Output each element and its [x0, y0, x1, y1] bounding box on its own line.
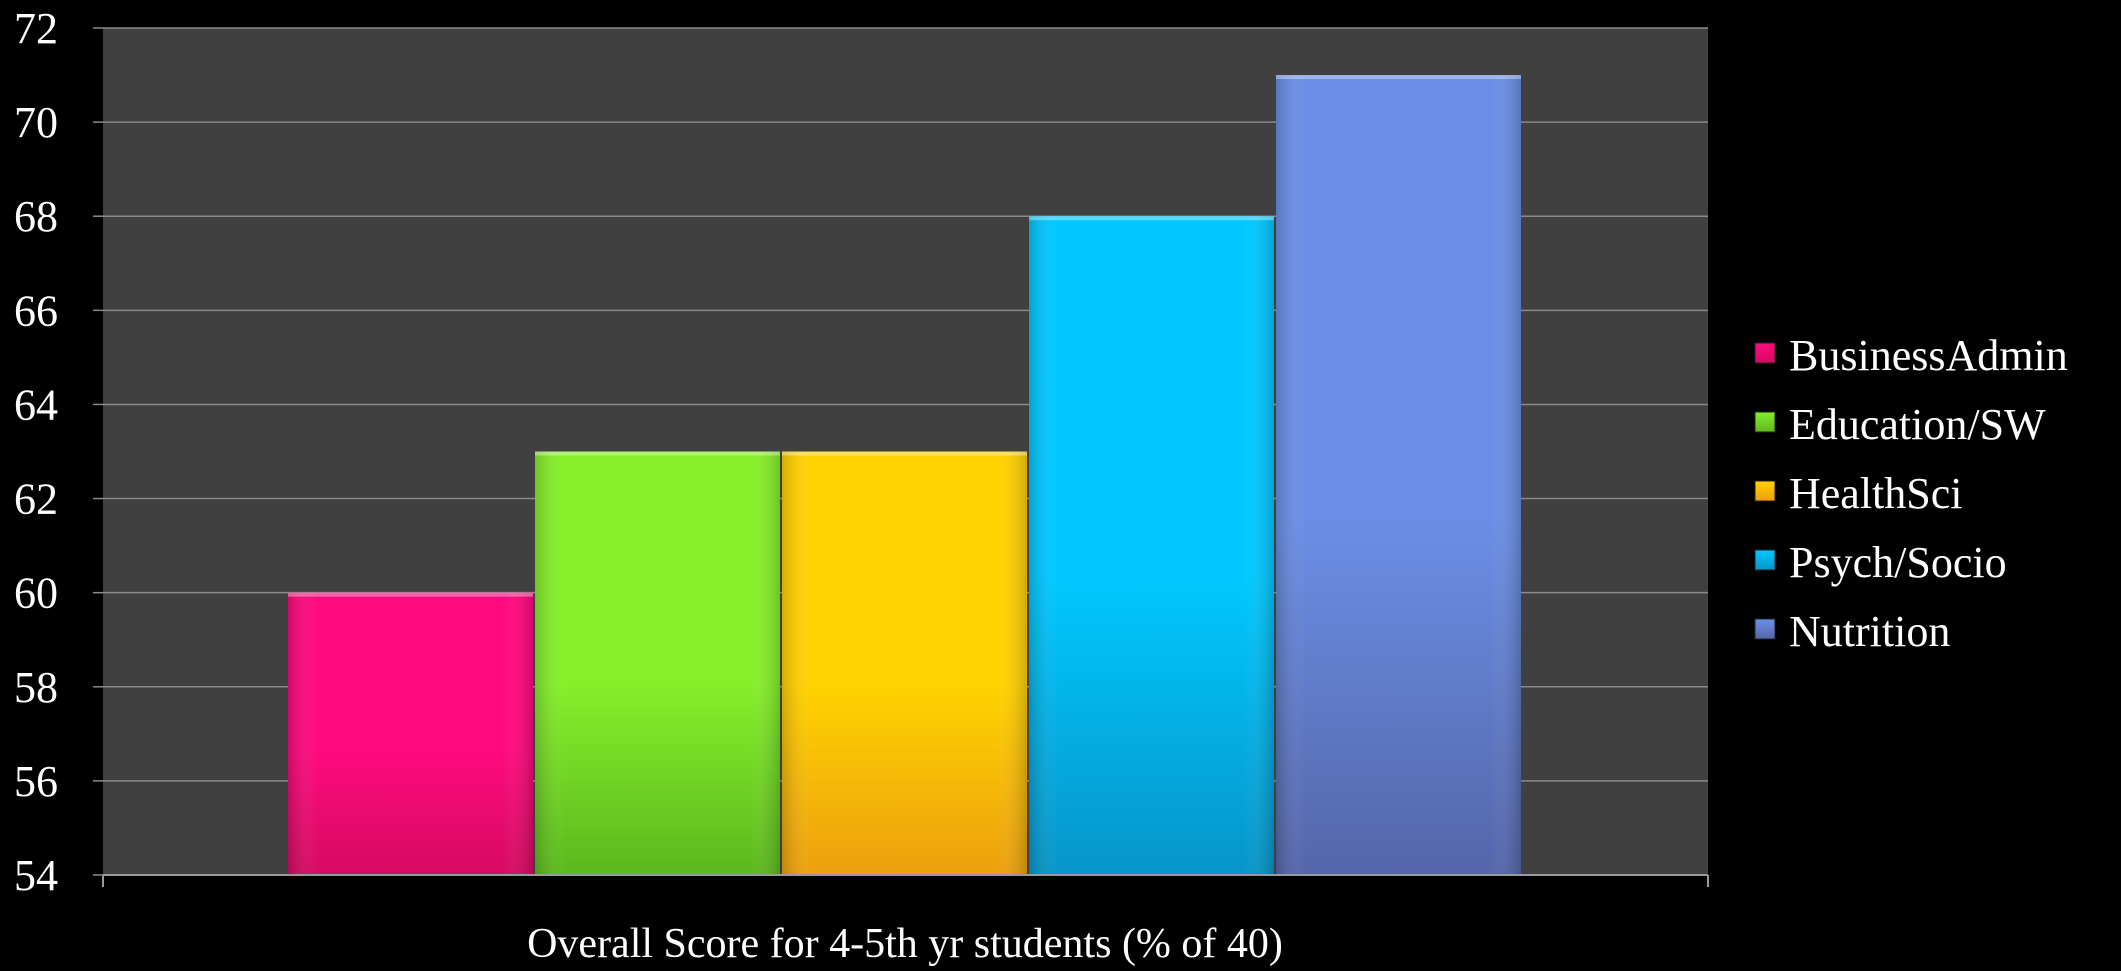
bar-highlight — [288, 592, 533, 597]
y-axis-ticks: 54 56 58 60 62 64 66 68 70 72 — [14, 4, 103, 900]
bar-shading — [1276, 75, 1521, 876]
bar-shading — [782, 451, 1027, 875]
legend-label: Psych/Socio — [1789, 538, 2007, 587]
legend-label: BusinessAdmin — [1789, 331, 2068, 380]
y-tick-label: 62 — [14, 475, 58, 524]
bar-shading — [535, 451, 780, 875]
bars — [288, 75, 1521, 876]
legend-label: HealthSci — [1789, 469, 1963, 518]
x-axis-label: Overall Score for 4-5th yr students (% o… — [527, 921, 1283, 966]
y-tick-label: 68 — [14, 192, 58, 241]
legend-swatch — [1754, 342, 1776, 364]
y-tick-label: 70 — [14, 98, 58, 147]
legend-swatch — [1754, 411, 1776, 433]
y-tick-label: 72 — [14, 4, 58, 53]
bar-highlight — [782, 451, 1027, 456]
bar-highlight — [1276, 75, 1521, 80]
y-tick-label: 56 — [14, 757, 58, 806]
legend-swatch — [1754, 480, 1776, 502]
y-tick-label: 66 — [14, 286, 58, 335]
legend-label: Nutrition — [1789, 607, 1950, 656]
legend-label: Education/SW — [1789, 400, 2046, 449]
y-tick-label: 54 — [14, 851, 58, 900]
legend-swatch — [1754, 618, 1776, 640]
bar-shading — [288, 592, 533, 875]
bar-highlight — [535, 451, 780, 456]
y-tick-label: 64 — [14, 380, 58, 429]
y-tick-label: 58 — [14, 663, 58, 712]
bar-highlight — [1029, 216, 1274, 221]
legend-swatch — [1754, 549, 1776, 571]
legend: BusinessAdmin Education/SW HealthSci Psych/… — [1754, 331, 2068, 656]
y-tick-label: 60 — [14, 569, 58, 618]
bar-shading — [1029, 216, 1274, 875]
